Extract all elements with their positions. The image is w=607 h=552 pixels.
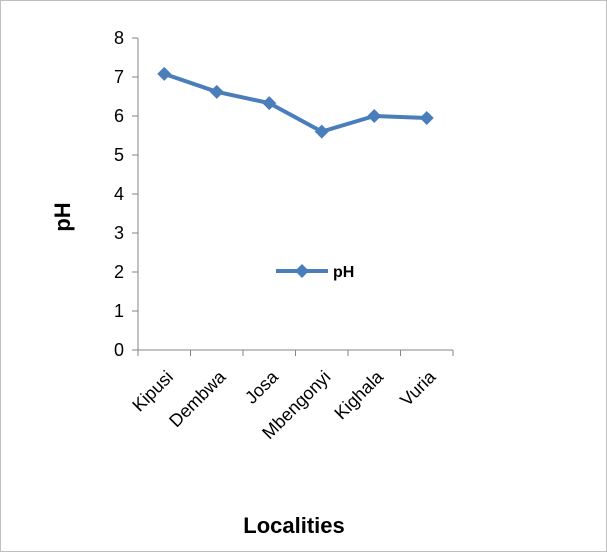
data-point [262,96,277,111]
y-tick-label: 4 [114,184,124,204]
x-tick-label: Dembwa [165,366,230,431]
x-tick-label: Josa [241,366,283,408]
data-point [419,110,434,125]
y-tick-label: 0 [114,340,124,360]
data-point [157,66,172,81]
x-axis-title: Localities [243,513,344,538]
y-tick-label: 5 [114,145,124,165]
y-tick-label: 1 [114,301,124,321]
y-axis-title: pH [50,202,75,231]
legend-label: pH [333,264,354,281]
series-ph [157,66,434,139]
x-tick-label: Vuria [396,366,440,410]
y-tick-label: 8 [114,28,124,48]
data-point [314,124,329,139]
y-tick-label: 7 [114,67,124,87]
y-tick-label: 2 [114,262,124,282]
y-axis: 0 1 2 3 4 5 6 7 8 [114,28,139,360]
legend: pH [276,264,354,281]
data-point [367,109,382,123]
legend-marker [295,264,309,278]
data-point [209,84,224,99]
y-tick-label: 3 [114,223,124,243]
y-tick-label: 6 [114,106,124,126]
series-line [163,71,427,134]
x-tick-label: Kighala [330,366,387,423]
x-tick-label: Kipusi [128,367,177,416]
